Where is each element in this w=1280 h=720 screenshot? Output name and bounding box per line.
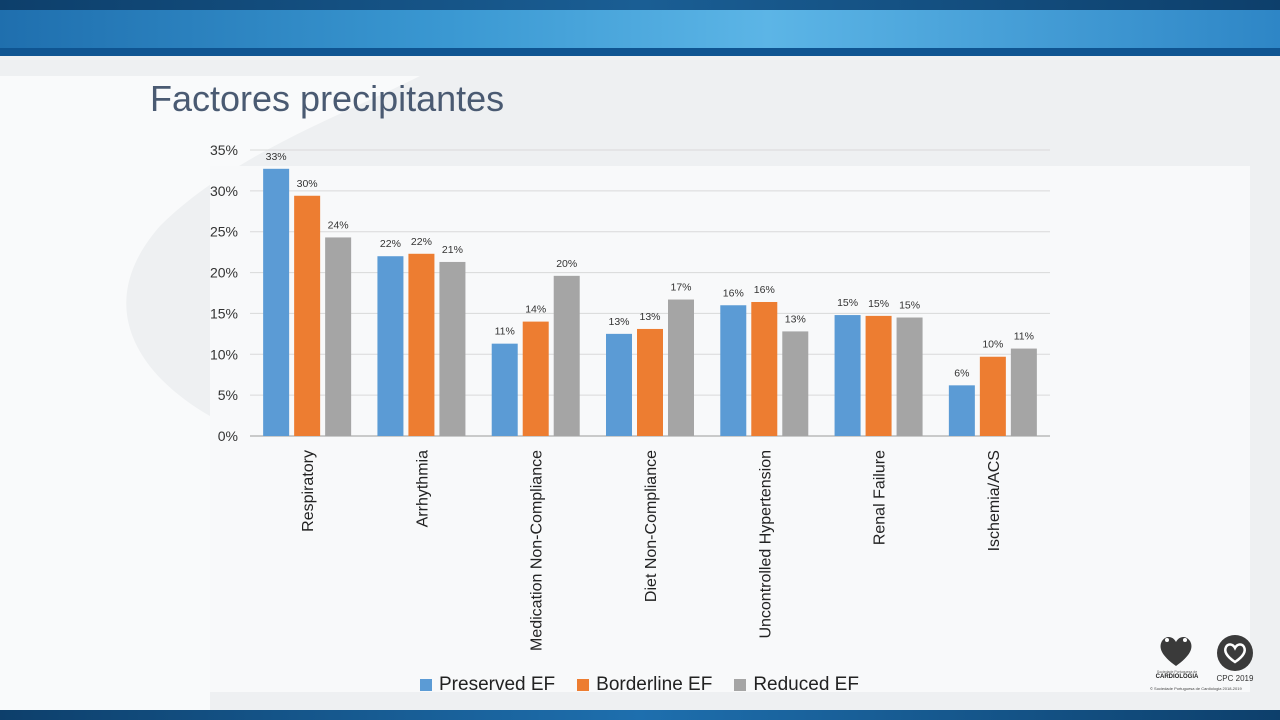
- legend-swatch-borderline: [577, 679, 590, 691]
- bar-preserved: [948, 385, 975, 436]
- spc-heart-logo: [1160, 636, 1192, 666]
- category-label: Uncontrolled Hypertension: [757, 450, 774, 639]
- bar-preserved: [834, 315, 861, 436]
- legend-item-reduced: Reduced EF: [734, 674, 859, 696]
- spc-logo-text: Sociedade Portuguesa de CARDIOLOGIA: [1150, 670, 1204, 681]
- bar-preserved: [377, 256, 404, 436]
- data-label: 11%: [1014, 331, 1034, 343]
- bar-reduced: [553, 275, 580, 436]
- copyright-text: © Sociedade Portuguesa de Cardiologia 20…: [1150, 686, 1242, 691]
- legend-item-borderline: Borderline EF: [577, 674, 712, 696]
- data-label: 33%: [266, 151, 287, 163]
- legend-label-preserved: Preserved EF: [439, 674, 556, 695]
- bar-preserved: [263, 168, 290, 436]
- category-label: Renal Failure: [872, 450, 889, 545]
- data-label: 20%: [556, 258, 577, 270]
- y-tick-label: 10%: [210, 346, 238, 362]
- y-tick-label: 5%: [218, 387, 238, 403]
- data-label: 15%: [868, 298, 889, 310]
- legend-swatch-preserved: [420, 679, 432, 691]
- bar-borderline: [522, 321, 549, 436]
- bottom-banner: [0, 710, 1280, 720]
- y-tick-label: 20%: [210, 265, 238, 281]
- bar-borderline: [865, 315, 892, 436]
- top-banner: [0, 0, 1280, 56]
- bar-reduced: [325, 237, 352, 436]
- data-label: 16%: [754, 284, 775, 296]
- spc-small-text: Sociedade Portuguesa de: [1156, 670, 1198, 674]
- data-label: 17%: [670, 282, 691, 294]
- bar-borderline: [408, 253, 435, 436]
- category-label: Ischemia/ACS: [986, 450, 1003, 551]
- data-label: 10%: [982, 339, 1003, 351]
- data-label: 16%: [723, 287, 744, 299]
- y-tick-label: 25%: [210, 224, 238, 240]
- top-banner-strip: [0, 0, 1280, 10]
- data-label: 11%: [495, 326, 515, 338]
- data-label: 30%: [297, 178, 318, 190]
- bar-reduced: [896, 317, 923, 436]
- logo-area: Sociedade Portuguesa de CARDIOLOGIA CPC …: [1150, 630, 1270, 700]
- bar-reduced: [668, 299, 694, 436]
- data-label: 13%: [608, 316, 629, 328]
- legend-label-borderline: Borderline EF: [596, 674, 713, 695]
- y-tick-label: 15%: [210, 305, 238, 321]
- data-label: 24%: [328, 219, 349, 231]
- bar-preserved: [491, 343, 518, 436]
- data-label: 21%: [442, 244, 463, 256]
- data-label: 14%: [525, 304, 546, 316]
- bar-borderline: [979, 356, 1006, 436]
- data-label: 22%: [380, 238, 401, 250]
- bar-borderline: [294, 195, 321, 436]
- bar-reduced: [439, 261, 466, 436]
- y-tick-label: 30%: [210, 183, 238, 199]
- data-label: 15%: [837, 297, 858, 309]
- chart-legend: Preserved EF Borderline EF Reduced EF: [420, 672, 859, 698]
- legend-label-reduced: Reduced EF: [753, 674, 859, 695]
- data-label: 13%: [785, 313, 806, 325]
- y-tick-label: 35%: [210, 142, 238, 158]
- bar-reduced: [782, 331, 809, 436]
- cpc-logo: [1217, 635, 1253, 671]
- legend-swatch-reduced: [734, 679, 747, 691]
- bar-preserved: [720, 305, 747, 436]
- data-label: 6%: [954, 367, 969, 379]
- spc-name-text: CARDIOLOGIA: [1155, 674, 1199, 680]
- slide-title: Factores precipitantes: [150, 78, 505, 119]
- bar-reduced: [1010, 348, 1037, 436]
- legend-item-preserved: Preserved EF: [420, 674, 555, 696]
- y-tick-label: 0%: [218, 428, 238, 444]
- data-label: 13%: [639, 311, 660, 323]
- bar-borderline: [637, 328, 663, 436]
- bar-borderline: [751, 301, 778, 436]
- category-label: Respiratory: [300, 450, 317, 532]
- category-label: Diet Non-Compliance: [643, 450, 660, 602]
- cpc-logo-text: CPC 2019: [1216, 674, 1254, 683]
- bar-preserved: [606, 333, 632, 436]
- category-label: Arrhythmia: [414, 450, 431, 527]
- top-banner-line: [0, 48, 1280, 56]
- data-label: 15%: [899, 300, 920, 312]
- data-label: 22%: [411, 236, 432, 248]
- category-label: Medication Non-Compliance: [529, 450, 546, 651]
